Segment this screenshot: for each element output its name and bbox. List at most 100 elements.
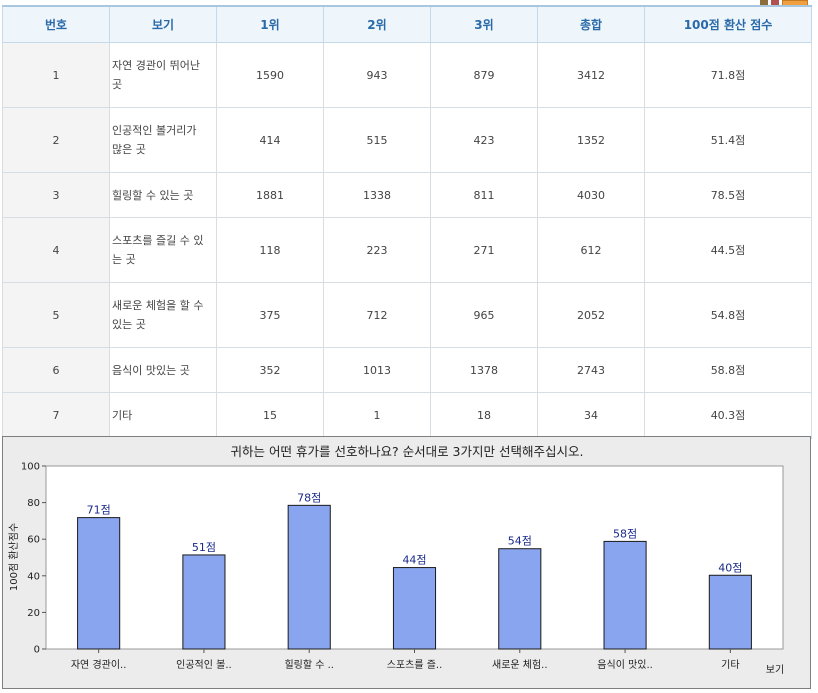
cell-no: 7 [2,392,110,439]
cell-no: 5 [2,282,110,348]
cell-rank1: 118 [216,217,324,283]
chart-panel: 귀하는 어떤 휴가를 선호하나요? 순서대로 3가지만 선택해주십시오. 0 20… [2,436,811,689]
cell-total: 2743 [537,347,645,393]
bar [498,548,542,650]
y-tick-label: 60 [27,535,40,546]
header-rank3: 3위 [430,5,538,43]
cell-no: 2 [2,107,110,173]
chart-title: 귀하는 어떤 휴가를 선호하나요? 순서대로 3가지만 선택해주십시오. [231,444,584,459]
y-axis: 0 20 40 60 80 100 [21,462,46,656]
cell-rank2: 712 [323,282,431,348]
bar-data-label: 40점 [718,561,742,574]
bar [287,504,331,650]
x-tick-label: 스포츠를 즐.. [387,659,443,671]
cell-rank2: 223 [323,217,431,283]
bar [77,517,121,650]
y-tick-label: 100 [21,462,40,473]
bar-data-label: 44점 [402,554,426,567]
cell-score: 58.8점 [644,347,812,393]
cell-option: 기타 [109,392,217,439]
cell-rank3: 271 [430,217,538,283]
cell-rank2: 515 [323,107,431,173]
bar-chart: 귀하는 어떤 휴가를 선호하나요? 순서대로 3가지만 선택해주십시오. 0 20… [8,444,784,676]
cell-option: 힐링할 수 있는 곳 [109,172,217,218]
cell-rank1: 15 [216,392,324,439]
y-tick-label: 80 [27,498,40,509]
cell-option: 음식이 맛있는 곳 [109,347,217,393]
bar-data-label: 58점 [613,527,637,540]
cell-total: 2052 [537,282,645,348]
table-row: 7 기타 15 1 18 34 40.3점 [2,392,812,439]
cell-rank1: 1881 [216,172,324,218]
bar-data-label: 71점 [87,504,111,517]
header-no: 번호 [2,5,110,43]
cell-total: 3412 [537,42,645,108]
table-row: 3 힐링할 수 있는 곳 1881 1338 811 4030 78.5점 [2,172,812,218]
cell-score: 51.4점 [644,107,812,173]
cell-score: 44.5점 [644,217,812,283]
bar-data-label: 54점 [508,535,532,548]
cell-total: 34 [537,392,645,439]
cell-score: 40.3점 [644,392,812,439]
bar [182,554,226,650]
x-axis-title: 보기 [766,664,784,676]
bar-data-label: 51점 [192,541,216,554]
cell-option: 자연 경관이 뛰어난 곳 [109,42,217,108]
y-tick-label: 0 [34,645,40,656]
cell-rank3: 423 [430,107,538,173]
x-tick-label: 자연 경관이.. [71,658,127,671]
cell-rank2: 943 [323,42,431,108]
cell-no: 4 [2,217,110,283]
table-row: 5 새로운 체험을 할 수 있는 곳 375 712 965 2052 54.8… [2,282,812,348]
cell-no: 6 [2,347,110,393]
bar [603,540,647,650]
cell-rank2: 1013 [323,347,431,393]
bar-data-label: 78점 [297,491,321,504]
cell-no: 1 [2,42,110,108]
cell-rank3: 18 [430,392,538,439]
x-tick-label: 음식이 맛있.. [597,659,653,671]
table-row: 4 스포츠를 즐길 수 있는 곳 118 223 271 612 44.5점 [2,217,812,283]
header-option: 보기 [109,5,217,43]
bookmark-icon[interactable] [760,0,768,6]
x-axis: 자연 경관이.. 인공적인 볼.. 힐링할 수 .. 스포츠를 즐.. 새로운 체험..… [71,649,740,671]
cell-rank1: 352 [216,347,324,393]
table-row: 1 자연 경관이 뛰어난 곳 1590 943 879 3412 71.8점 [2,42,812,108]
cell-option: 스포츠를 즐길 수 있는 곳 [109,217,217,283]
cell-total: 4030 [537,172,645,218]
x-tick-label: 힐링할 수 .. [284,658,334,671]
print-icon[interactable] [771,0,779,6]
x-tick-label: 새로운 체험.. [492,659,548,671]
header-score: 100점 환산 점수 [644,5,812,43]
table-row: 6 음식이 맛있는 곳 352 1013 1378 2743 58.8점 [2,347,812,393]
cell-score: 71.8점 [644,42,812,108]
table-header-row: 번호 보기 1위 2위 3위 총합 100점 환산 점수 [2,5,812,43]
cell-rank3: 811 [430,172,538,218]
cell-total: 1352 [537,107,645,173]
cell-rank2: 1338 [323,172,431,218]
cell-rank3: 1378 [430,347,538,393]
cell-score: 78.5점 [644,172,812,218]
cell-rank2: 1 [323,392,431,439]
results-table: 번호 보기 1위 2위 3위 총합 100점 환산 점수 1 자연 경관이 뛰어… [2,5,812,439]
y-tick-label: 40 [27,571,40,582]
cell-total: 612 [537,217,645,283]
x-tick-label: 인공적인 볼.. [176,659,232,671]
cell-rank3: 879 [430,42,538,108]
header-rank1: 1위 [216,5,324,43]
cell-rank3: 965 [430,282,538,348]
cell-option: 새로운 체험을 할 수 있는 곳 [109,282,217,348]
cell-rank1: 375 [216,282,324,348]
y-tick-label: 20 [27,608,40,619]
bar [392,567,437,650]
cell-score: 54.8점 [644,282,812,348]
header-rank2: 2위 [323,5,431,43]
cell-rank1: 1590 [216,42,324,108]
cell-no: 3 [2,172,110,218]
bar [708,574,752,650]
table-row: 2 인공적인 볼거리가 많은 곳 414 515 423 1352 51.4점 [2,107,812,173]
y-axis-title: 100점 환산점수 [8,523,20,591]
header-total: 총합 [537,5,645,43]
cell-option: 인공적인 볼거리가 많은 곳 [109,107,217,173]
x-tick-label: 기타 [721,659,739,671]
